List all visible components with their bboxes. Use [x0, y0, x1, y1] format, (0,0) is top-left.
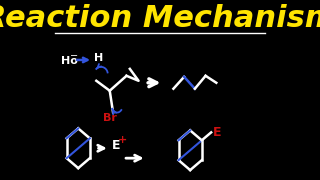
Text: −: −	[70, 51, 78, 61]
Text: H: H	[94, 53, 103, 63]
Text: Reaction Mechanism: Reaction Mechanism	[0, 4, 320, 33]
Text: E: E	[112, 139, 120, 152]
Text: Br: Br	[103, 113, 117, 123]
Text: E: E	[212, 126, 221, 139]
Text: Ho: Ho	[61, 56, 78, 66]
Text: +: +	[118, 135, 127, 145]
